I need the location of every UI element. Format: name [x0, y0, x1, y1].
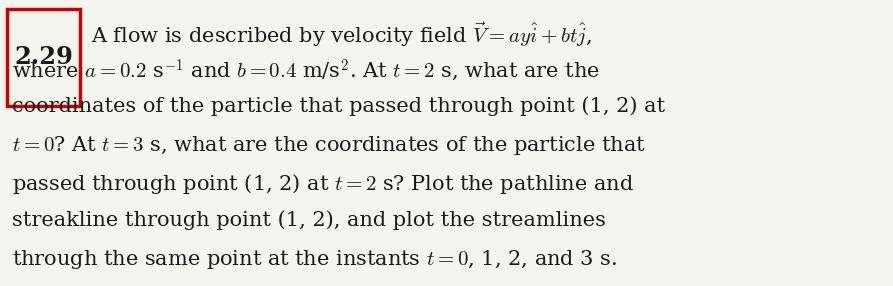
- Text: passed through point (1, 2) at $t = 2$ s? Plot the pathline and: passed through point (1, 2) at $t = 2$ s…: [12, 172, 633, 196]
- Text: coordinates of the particle that passed through point (1, 2) at: coordinates of the particle that passed …: [12, 96, 664, 116]
- Text: 2.29: 2.29: [14, 45, 73, 69]
- Text: where $a = 0.2$ s$^{-1}$ and $b = 0.4$ m/s$^{2}$. At $t = 2$ s, what are the: where $a = 0.2$ s$^{-1}$ and $b = 0.4$ m…: [12, 58, 599, 84]
- Text: through the same point at the instants $t = 0$, 1, 2, and 3 s.: through the same point at the instants $…: [12, 248, 617, 271]
- Text: A flow is described by velocity field $\vec{V} = ay\hat{i} + bt\hat{j}$,: A flow is described by velocity field $\…: [91, 20, 592, 49]
- Text: $t = 0$? At $t = 3$ s, what are the coordinates of the particle that: $t = 0$? At $t = 3$ s, what are the coor…: [12, 134, 646, 157]
- Text: streakline through point (1, 2), and plot the streamlines: streakline through point (1, 2), and plo…: [12, 210, 605, 230]
- FancyBboxPatch shape: [7, 9, 80, 106]
